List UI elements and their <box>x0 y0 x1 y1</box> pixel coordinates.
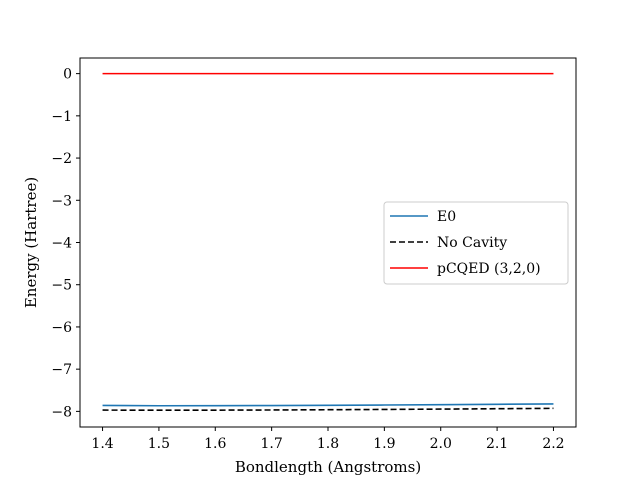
series-line-no-cavity <box>102 407 554 412</box>
x-tick-label: 1.6 <box>204 436 226 452</box>
legend-label-no-cavity: No Cavity <box>437 235 507 251</box>
plot-lines <box>102 72 554 412</box>
y-tick-label: −5 <box>51 278 72 294</box>
x-tick-label: 1.7 <box>261 436 283 452</box>
legend-label-e0: E0 <box>437 209 456 225</box>
x-tick-label: 1.4 <box>91 436 113 452</box>
y-tick-label: −4 <box>51 236 72 252</box>
x-tick-label: 2.1 <box>486 436 508 452</box>
y-tick-label: −7 <box>51 362 72 378</box>
legend-frame <box>383 201 569 285</box>
y-axis-label: Energy (Hartree) <box>22 177 40 308</box>
x-tick-label: 1.5 <box>148 436 170 452</box>
y-tick-label: −8 <box>51 404 72 420</box>
y-tick-label: 0 <box>63 67 72 83</box>
x-tick-label: 1.8 <box>317 436 339 452</box>
y-tick-label: −2 <box>51 151 72 167</box>
y-tick-label: −6 <box>51 320 72 336</box>
x-tick-label: 1.9 <box>373 436 395 452</box>
x-axis-label: Bondlength (Angstroms) <box>235 458 421 476</box>
x-tick-label: 2.0 <box>430 436 452 452</box>
y-axis-ticks: 0 −1 −2 −3 −4 −5 −6 −7 −8 <box>51 67 80 420</box>
x-axis-ticks: 1.4 1.5 1.6 1.7 1.8 1.9 2.0 2.1 2.2 <box>91 427 565 452</box>
x-tick-label: 2.2 <box>542 436 564 452</box>
y-tick-label: −1 <box>51 109 72 125</box>
series-line-e0 <box>102 403 554 407</box>
legend-label-pcqed-3-2-0: pCQED (3,2,0) <box>437 261 541 277</box>
y-tick-label: −3 <box>51 193 72 209</box>
legend: E0 No Cavity pCQED (3,2,0) <box>383 201 569 285</box>
